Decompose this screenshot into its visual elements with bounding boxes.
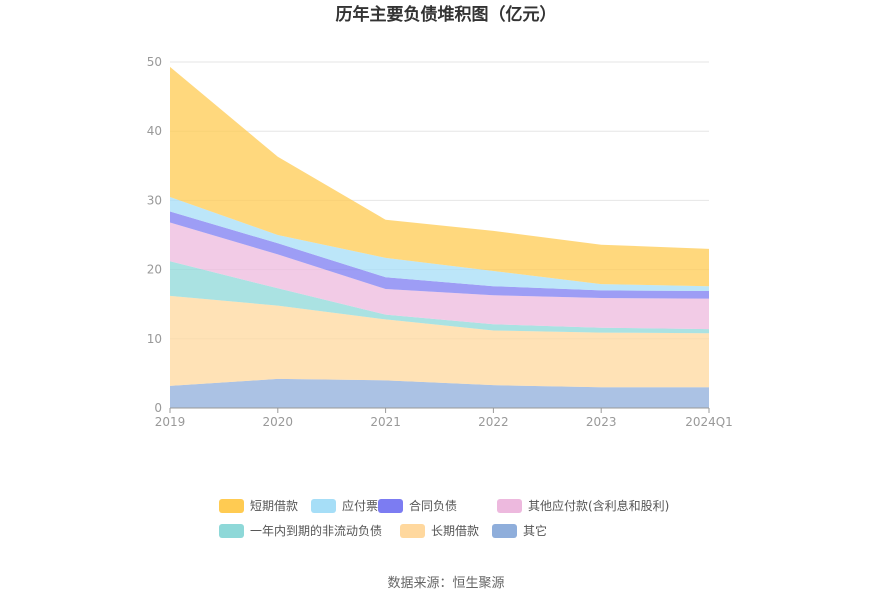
- area-series-1: [170, 295, 709, 388]
- x-tick-label: 2020: [263, 415, 294, 429]
- legend-swatch: [378, 499, 403, 513]
- x-tick-label: 2023: [586, 415, 617, 429]
- y-tick-label: 50: [147, 55, 162, 69]
- area-layers: [170, 66, 709, 408]
- area-series-6: [170, 66, 709, 287]
- legend-label: 合同负债: [409, 498, 457, 513]
- area-series-3: [170, 222, 709, 330]
- y-tick-label: 10: [147, 332, 162, 346]
- legend-swatch: [492, 524, 517, 538]
- y-tick-label: 30: [147, 193, 162, 207]
- data-source: 数据来源：恒生聚源: [387, 576, 504, 591]
- legend-swatch: [219, 499, 244, 513]
- chart-title: 历年主要负债堆积图（亿元）: [336, 4, 557, 25]
- area-series-5: [170, 196, 709, 292]
- legend-label: 其它: [523, 523, 547, 538]
- legend-swatch: [219, 524, 244, 538]
- x-tick-label: 2021: [370, 415, 401, 429]
- legend-swatch: [497, 499, 522, 513]
- legend-label: 短期借款: [250, 499, 298, 513]
- legend-swatch: [400, 524, 425, 538]
- x-tick-label: 2022: [478, 415, 509, 429]
- axes: 0 10 20 30 40 50 2019 2020 2021 2022 2023 2024Q1: [147, 55, 733, 429]
- legend-label: 长期借款: [431, 524, 479, 538]
- area-series-0: [170, 378, 709, 408]
- y-tick-label: 40: [147, 124, 162, 138]
- x-tick-label: 2024Q1: [685, 415, 733, 429]
- legend-swatch: [311, 499, 336, 513]
- legend-label: 其他应付款(含利息和股利): [528, 498, 669, 513]
- legend: 短期借款 应付票据 合同负债 其他应付款(含利息和股利)一年内到期的非流动负债 长期借款…: [219, 498, 669, 538]
- x-tick-label: 2019: [155, 415, 186, 429]
- y-tick-label: 0: [154, 401, 162, 415]
- area-series-2: [170, 261, 709, 334]
- y-tick-label: 20: [147, 263, 162, 277]
- legend-label: 一年内到期的非流动负债: [250, 523, 382, 538]
